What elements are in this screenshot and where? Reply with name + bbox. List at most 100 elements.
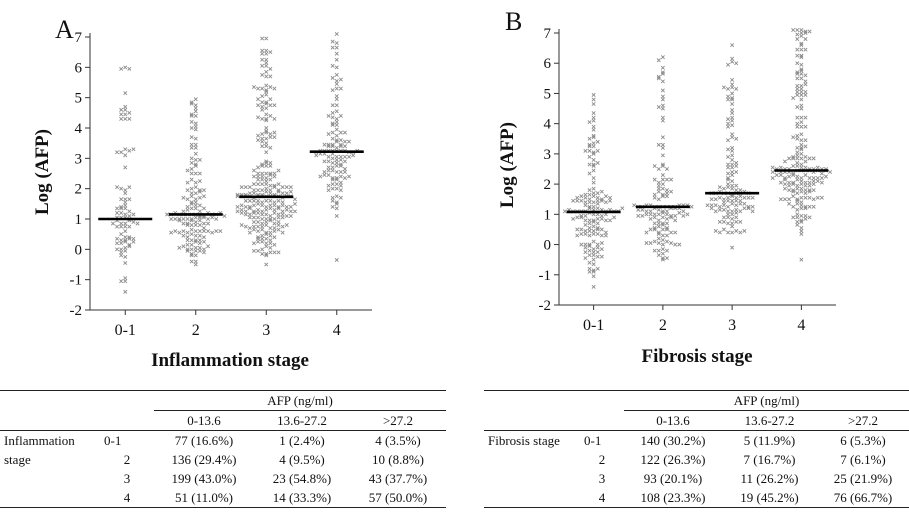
count-cell: 43 (37.7%) <box>368 470 428 486</box>
data-point <box>579 194 584 199</box>
data-point <box>726 154 731 159</box>
data-point <box>685 212 690 217</box>
data-point <box>185 188 190 193</box>
data-point <box>730 162 735 167</box>
data-point <box>730 186 735 191</box>
data-point <box>189 145 194 150</box>
data-point <box>791 194 796 199</box>
data-point <box>123 245 128 250</box>
data-point <box>726 209 731 214</box>
data-point <box>730 170 735 175</box>
data-point <box>326 172 331 178</box>
data-point <box>583 148 588 153</box>
data-point <box>272 207 277 212</box>
data-point <box>280 215 285 220</box>
data-point <box>201 215 206 220</box>
data-point <box>235 204 240 209</box>
data-point <box>334 86 339 91</box>
data-point <box>123 235 128 240</box>
data-point <box>123 289 128 294</box>
data-point <box>260 132 265 137</box>
data-point <box>726 162 731 167</box>
data-point <box>791 156 796 161</box>
y-tick-label: 7 <box>75 30 83 46</box>
data-point <box>799 27 804 32</box>
data-point <box>591 268 596 273</box>
data-point <box>185 168 190 173</box>
data-point <box>123 276 128 281</box>
data-point <box>260 162 265 167</box>
data-point <box>583 200 588 205</box>
data-point <box>272 171 277 176</box>
data-point <box>799 97 804 102</box>
data-point <box>251 220 256 225</box>
data-point <box>268 171 273 176</box>
data-point <box>652 227 657 232</box>
data-point <box>799 206 804 211</box>
data-point <box>197 223 202 228</box>
data-point <box>260 221 265 226</box>
data-point <box>185 247 190 252</box>
data-point <box>587 260 592 265</box>
data-point <box>115 150 120 155</box>
data-point <box>322 172 327 178</box>
data-point <box>334 213 339 218</box>
y-axis-label: Log (AFP) <box>32 129 53 215</box>
data-point <box>185 223 190 228</box>
data-point <box>608 218 613 223</box>
x-tick-label: 3 <box>262 322 270 339</box>
data-point <box>575 195 580 200</box>
data-point <box>799 86 804 91</box>
data-point <box>660 242 665 247</box>
data-point <box>330 75 335 80</box>
data-point <box>119 107 124 112</box>
data-point <box>664 256 669 261</box>
data-point <box>189 227 194 232</box>
data-point <box>664 188 669 193</box>
data-point <box>571 198 576 203</box>
data-point <box>110 221 115 226</box>
afp-header: AFP (ng/ml) <box>624 390 909 411</box>
data-point <box>131 236 136 241</box>
data-point <box>123 200 128 205</box>
data-point <box>338 195 343 200</box>
data-point <box>272 203 277 208</box>
data-point <box>734 86 739 91</box>
data-point <box>115 206 120 211</box>
row-group-label: stage <box>4 451 31 467</box>
data-point <box>280 200 285 205</box>
data-point <box>803 191 808 196</box>
data-point <box>189 232 194 237</box>
data-point <box>330 45 335 50</box>
data-point <box>264 112 269 117</box>
data-point <box>644 241 649 246</box>
data-point <box>799 106 804 111</box>
data-point <box>115 210 120 215</box>
data-point <box>131 239 136 244</box>
data-point <box>738 201 743 206</box>
data-point <box>799 218 804 223</box>
data-point <box>734 210 739 215</box>
count-cell: 199 (43.0%) <box>171 470 237 486</box>
data-point <box>197 157 202 162</box>
data-point <box>587 171 592 176</box>
data-point <box>815 176 820 181</box>
data-point <box>197 179 202 184</box>
data-point <box>334 139 339 144</box>
x-tick-label: 2 <box>659 317 667 334</box>
data-point <box>264 232 269 237</box>
data-point <box>185 197 190 202</box>
data-point <box>583 256 588 261</box>
data-point <box>599 247 604 252</box>
data-point <box>197 195 202 200</box>
column-header: >27.2 <box>817 410 909 431</box>
data-point <box>795 150 800 155</box>
data-point <box>127 244 132 249</box>
data-point <box>193 106 198 111</box>
data-point <box>185 204 190 209</box>
count-cell: 14 (33.3%) <box>254 488 350 508</box>
data-point <box>734 219 739 224</box>
data-point <box>591 224 596 229</box>
data-point <box>795 177 800 182</box>
table-row: 4 108 (23.3%) 19 (45.2%) 76 (66.7%) <box>484 488 909 508</box>
